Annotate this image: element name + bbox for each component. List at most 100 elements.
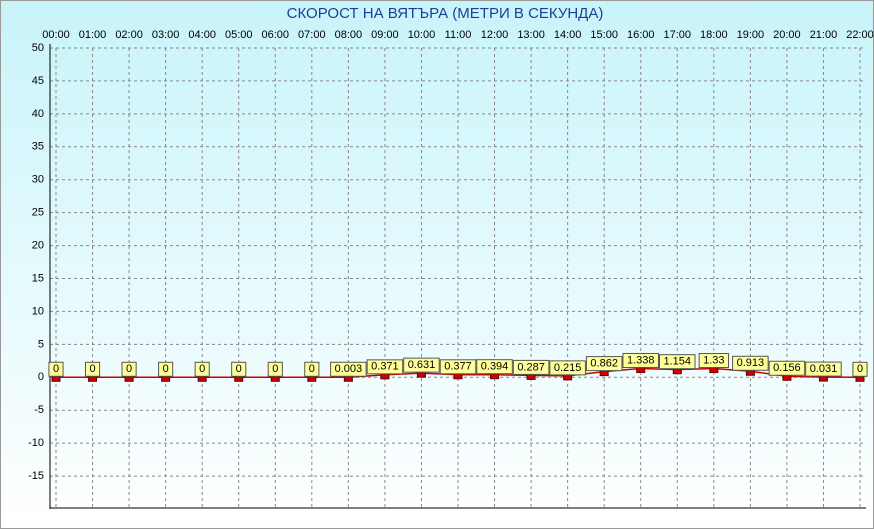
chart-title: СКОРОСТ НА ВЯТЪРА (МЕТРИ В СЕКУНДА) [287,5,604,22]
marker [88,375,98,382]
y-tick-label: 20 [32,239,44,251]
x-tick-label: 10:00 [408,29,436,41]
data-label-box [439,359,477,375]
data-label-box [659,354,696,370]
y-tick-label: -10 [28,437,44,449]
marker [672,368,682,375]
marker [270,375,280,382]
data-label-box [698,353,730,369]
y-tick-label: 25 [32,207,44,219]
data-label: 0 [857,363,863,375]
marker [124,375,134,382]
data-label: 1.33 [703,354,724,366]
x-tick-label: 01:00 [79,29,107,41]
y-tick-label: 30 [32,174,44,186]
data-label-box [267,361,283,377]
x-tick-label: 06:00 [262,29,290,41]
data-label: 0 [309,363,315,375]
x-tick-label: 14:00 [554,29,582,41]
data-label: 0 [89,363,95,375]
data-label: 0.862 [590,358,618,370]
data-label: 0.031 [810,363,838,375]
data-label-box [330,361,367,377]
data-label: 0.631 [408,359,436,371]
y-tick-label: 40 [32,108,44,120]
x-tick-label: 07:00 [298,29,326,41]
y-tick-label: 45 [32,75,44,87]
data-label-box [366,359,404,375]
marker [490,373,500,380]
y-tick-label: -5 [34,404,44,416]
data-label: 0.003 [335,363,363,375]
y-tick-label: -15 [28,470,44,482]
data-label-box [512,359,550,375]
marker [380,373,390,380]
marker [234,375,244,382]
marker [51,375,61,382]
data-label: 0 [236,363,242,375]
marker [745,369,755,376]
data-label-box [622,352,659,368]
x-tick-label: 11:00 [445,29,472,41]
data-label: 0.215 [554,362,582,374]
data-label-box [194,361,210,377]
data-label-box [585,356,623,372]
data-label: 1.154 [664,356,692,368]
x-tick-label: 20:00 [773,29,801,41]
data-label: 1.338 [627,354,655,366]
data-label-box [231,361,247,377]
x-tick-label: 02:00 [115,29,143,41]
x-tick-label: 12:00 [481,29,509,41]
data-label-box [476,359,513,375]
marker [709,367,719,374]
data-label: 0.371 [371,361,399,373]
data-label-box [549,360,586,376]
x-tick-label: 19:00 [737,29,765,41]
data-label: 0 [53,363,59,375]
y-tick-label: 50 [32,42,44,54]
marker [818,375,828,382]
x-tick-label: 15:00 [590,29,618,41]
data-label: 0.377 [444,361,472,373]
data-label: 0 [163,363,169,375]
y-tick-label: 5 [38,338,44,350]
x-tick-label: 13:00 [517,29,545,41]
x-tick-label: 04:00 [188,29,216,41]
x-tick-label: 21:00 [810,29,838,41]
marker [563,374,573,381]
data-label: 0.394 [481,361,509,373]
marker [453,373,463,380]
data-label: 0.156 [773,362,801,374]
marker [416,371,426,378]
y-tick-label: 35 [32,141,44,153]
data-label: 0 [272,363,278,375]
data-label-box [158,361,174,377]
marker [855,375,865,382]
data-label-box [304,361,320,377]
marker [343,375,353,382]
marker [782,374,792,381]
y-tick-label: 0 [38,371,44,383]
data-label-box [403,357,440,373]
data-label-box [852,361,868,377]
x-tick-label: 22:00 [846,29,874,41]
x-tick-label: 18:00 [700,29,728,41]
data-label: 0.913 [737,357,765,369]
data-label: 0 [199,363,205,375]
x-tick-label: 17:00 [664,29,692,41]
data-label-box [84,361,101,377]
marker [526,373,536,380]
x-tick-label: 03:00 [152,29,180,41]
data-label-box [732,355,769,371]
marker [197,375,207,382]
marker [307,375,317,382]
data-label: 0.287 [517,361,545,373]
y-tick-label: 15 [32,272,44,284]
x-tick-label: 00:00 [42,29,70,41]
marker [636,366,646,373]
marker [161,375,171,382]
data-label-box [121,361,137,377]
x-tick-label: 05:00 [225,29,253,41]
